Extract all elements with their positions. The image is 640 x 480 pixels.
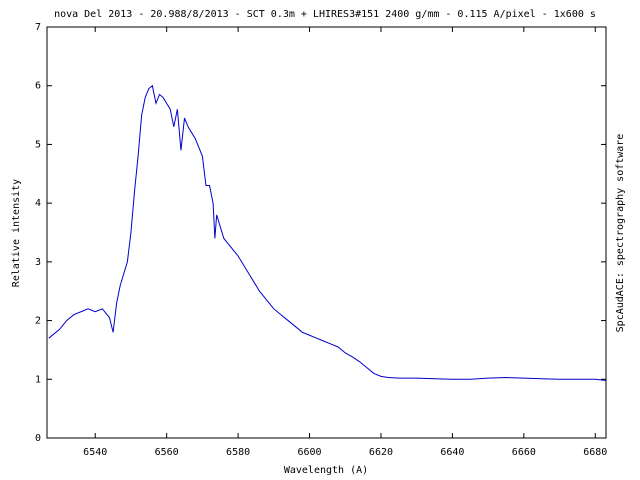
x-tick-label: 6640 <box>440 447 464 458</box>
plot-frame <box>46 26 607 439</box>
y-tick-label: 0 <box>35 433 41 444</box>
x-tick-label: 6560 <box>155 447 179 458</box>
spectrum-line <box>48 84 607 381</box>
x-tick-label: 6580 <box>226 447 250 458</box>
y-axis-label: Relative intensity <box>11 179 22 287</box>
y-tick-label: 3 <box>35 257 41 268</box>
y-tick-label: 1 <box>35 374 41 385</box>
y-tick-label: 4 <box>35 198 41 209</box>
y-tick-label: 6 <box>35 81 41 92</box>
chart-title: nova Del 2013 - 20.988/8/2013 - SCT 0.3m… <box>54 9 596 20</box>
x-tick-label: 6620 <box>369 447 393 458</box>
y-tick-label: 5 <box>35 139 41 150</box>
x-tick-label: 6680 <box>583 447 607 458</box>
x-tick-label: 6540 <box>83 447 107 458</box>
x-tick-label: 6660 <box>512 447 536 458</box>
x-axis-label: Wavelength (A) <box>284 465 368 476</box>
side-text: SpcAudACE: spectrography software <box>615 134 626 333</box>
x-tick-label: 6600 <box>297 447 321 458</box>
y-tick-label: 7 <box>35 22 41 33</box>
y-tick-label: 2 <box>35 316 41 327</box>
